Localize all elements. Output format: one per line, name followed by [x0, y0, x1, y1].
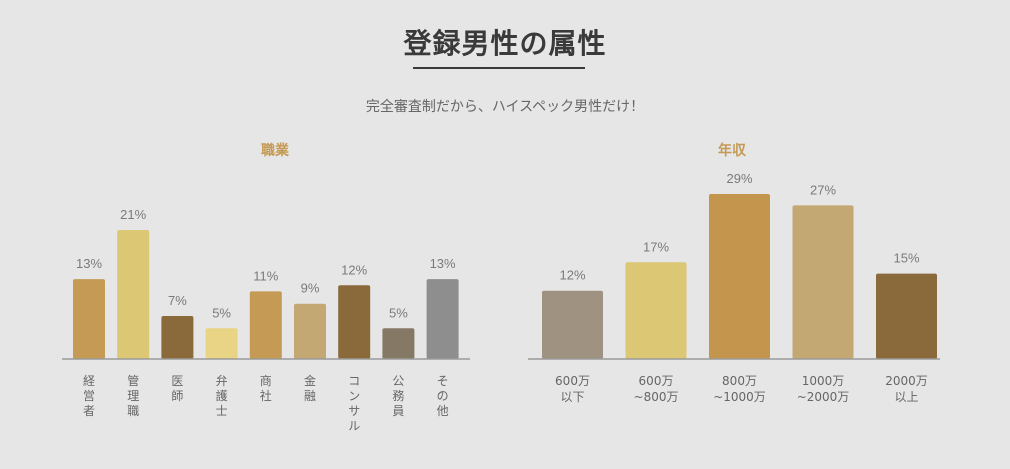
data-label-1-1: 17% [643, 239, 669, 254]
bar-0-3 [205, 328, 238, 359]
tick-label-1-3: 1000万~2000万 [797, 374, 850, 404]
chart-title-1: 年収 [718, 142, 747, 159]
data-label-0-0: 13% [76, 256, 102, 271]
data-label-1-4: 15% [893, 251, 919, 266]
bar-0-2 [161, 316, 194, 359]
data-label-0-2: 7% [168, 293, 187, 308]
data-label-1-3: 27% [810, 182, 836, 197]
tick-label-0-4: 商社 [260, 373, 272, 403]
page-subtitle: 完全審査制だから、ハイスペック男性だけ！ [365, 99, 645, 115]
chart-title-0: 職業 [261, 142, 290, 159]
bar-0-7 [382, 328, 415, 359]
tick-label-0-6: コンサル [348, 374, 360, 433]
data-label-0-7: 5% [389, 305, 408, 320]
bar-0-4 [249, 291, 282, 359]
tick-label-0-2: 医師 [171, 374, 183, 403]
bar-1-0 [542, 290, 603, 359]
tick-label-0-3: 弁護士 [216, 373, 228, 418]
bar-1-2 [709, 194, 770, 359]
tick-label-0-1: 管理職 [127, 373, 139, 418]
tick-label-1-2: 800万~1000万 [713, 374, 766, 404]
bar-0-5 [294, 303, 326, 359]
bar-0-1 [117, 230, 150, 359]
data-label-0-6: 12% [341, 262, 367, 277]
data-label-1-2: 29% [726, 171, 752, 186]
tick-label-0-5: 金融 [304, 373, 316, 403]
tick-label-1-1: 600万~800万 [634, 374, 679, 404]
tick-label-1-0: 600万以下 [555, 374, 590, 404]
bar-1-4 [876, 273, 937, 359]
data-label-0-8: 13% [430, 256, 456, 271]
data-label-0-3: 5% [212, 305, 231, 320]
data-label-0-1: 21% [120, 207, 146, 222]
bar-1-1 [625, 262, 687, 359]
tick-label-1-4: 2000万以上 [885, 374, 928, 404]
tick-label-0-7: 公務員 [392, 374, 404, 418]
tick-label-0-0: 経営者 [83, 374, 95, 418]
bar-0-8 [426, 279, 459, 359]
page-title: 登録男性の属性 [403, 27, 607, 60]
data-label-0-4: 11% [253, 268, 278, 283]
bar-1-3 [792, 205, 854, 359]
title-underline [413, 67, 585, 69]
bar-0-0 [73, 279, 105, 359]
data-label-0-5: 9% [301, 281, 320, 296]
tick-label-0-8: その他 [437, 374, 449, 418]
bar-0-6 [338, 285, 371, 359]
data-label-1-0: 12% [559, 268, 585, 283]
